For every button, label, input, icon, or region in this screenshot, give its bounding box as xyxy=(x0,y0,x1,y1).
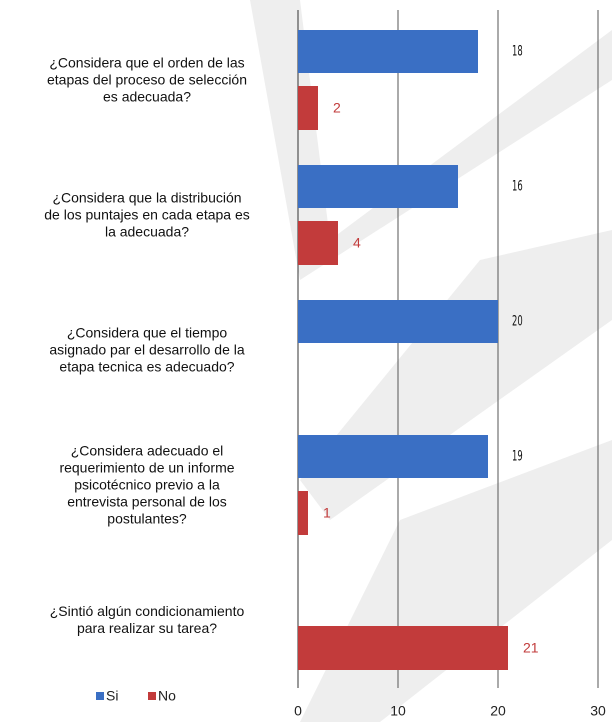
bar xyxy=(298,626,508,670)
watermark xyxy=(250,0,612,280)
x-tick-label: 10 xyxy=(390,703,406,719)
data-label: 4 xyxy=(353,235,361,251)
category-label: ¿Considera que la distribución de los pu… xyxy=(44,189,250,240)
bar xyxy=(298,221,338,265)
x-tick-label: 30 xyxy=(590,703,606,719)
legend-label: No xyxy=(158,688,176,704)
bar xyxy=(298,435,488,478)
data-label: 2 xyxy=(333,100,341,116)
data-label: 18 xyxy=(512,42,523,59)
legend-swatch xyxy=(148,692,156,700)
category-label: ¿Considera que el tiempo asignado par el… xyxy=(49,324,245,375)
data-label: 19 xyxy=(512,447,523,464)
category-label: ¿Considera adecuado el requerimiento de … xyxy=(59,442,235,527)
legend-label: Si xyxy=(106,688,118,704)
data-label: 1 xyxy=(323,505,331,521)
bar xyxy=(298,86,318,130)
x-tick-label: 20 xyxy=(490,703,506,719)
data-label: 16 xyxy=(512,177,523,194)
legend-swatch xyxy=(96,692,104,700)
bar xyxy=(298,165,458,208)
data-label: 20 xyxy=(512,312,523,329)
bar xyxy=(298,30,478,73)
bar xyxy=(298,300,498,343)
x-tick-label: 0 xyxy=(294,703,302,719)
category-label: ¿Considera que el orden de las etapas de… xyxy=(46,54,248,105)
category-label: ¿Sintió algún condicionamiento para real… xyxy=(49,603,245,636)
bar xyxy=(298,491,308,535)
data-label: 21 xyxy=(523,640,539,656)
